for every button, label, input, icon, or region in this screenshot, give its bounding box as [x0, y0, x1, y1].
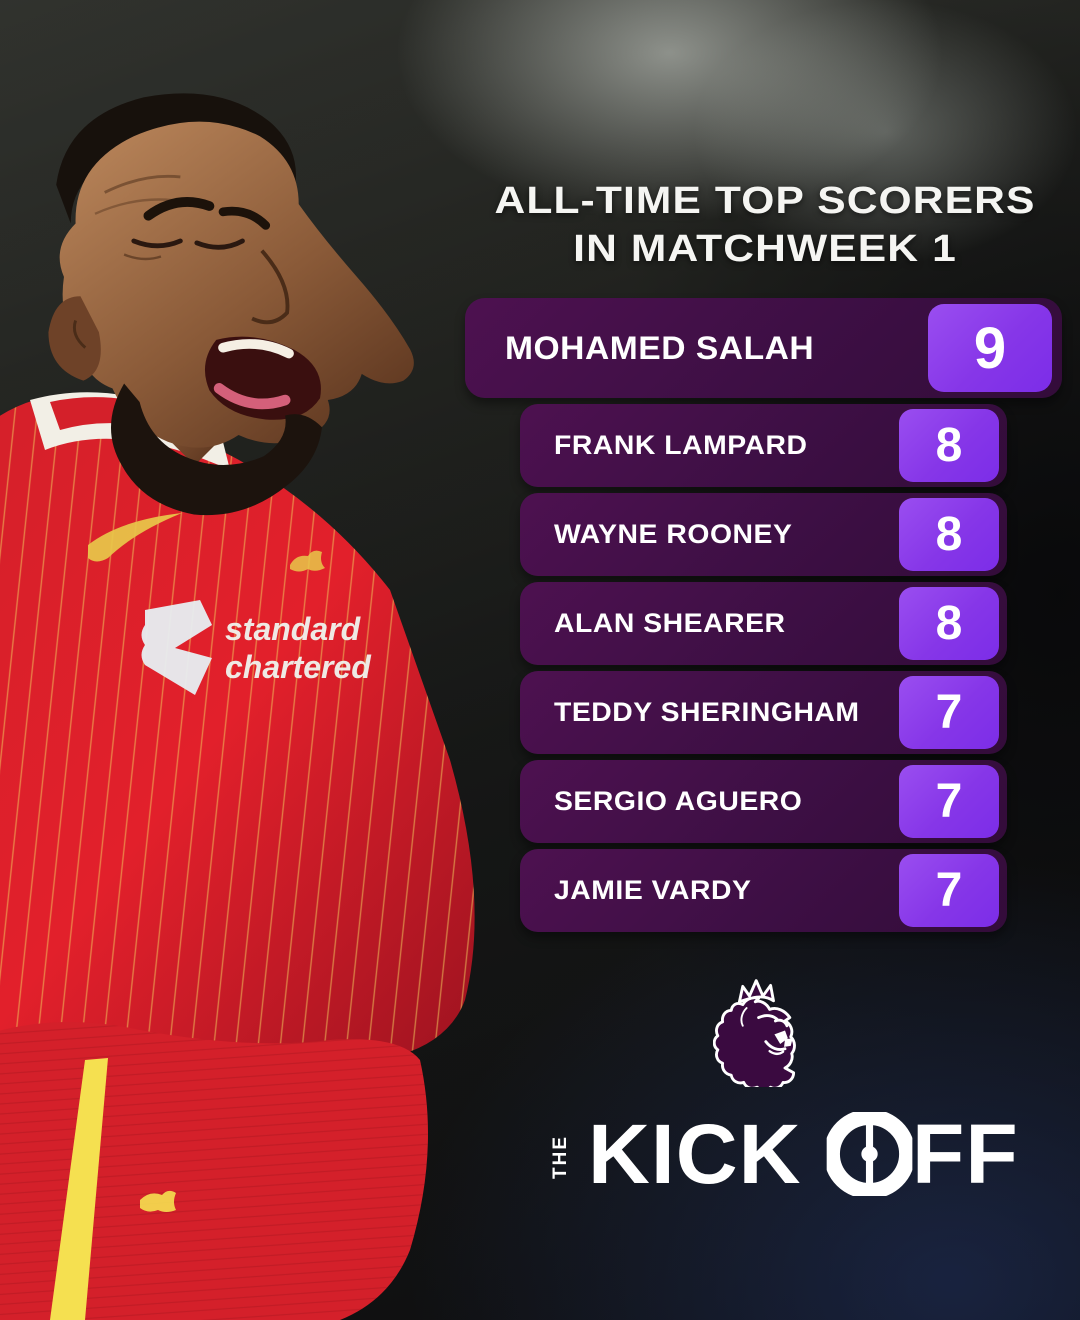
- svg-text:chartered: chartered: [225, 649, 372, 685]
- svg-text:standard: standard: [225, 611, 362, 647]
